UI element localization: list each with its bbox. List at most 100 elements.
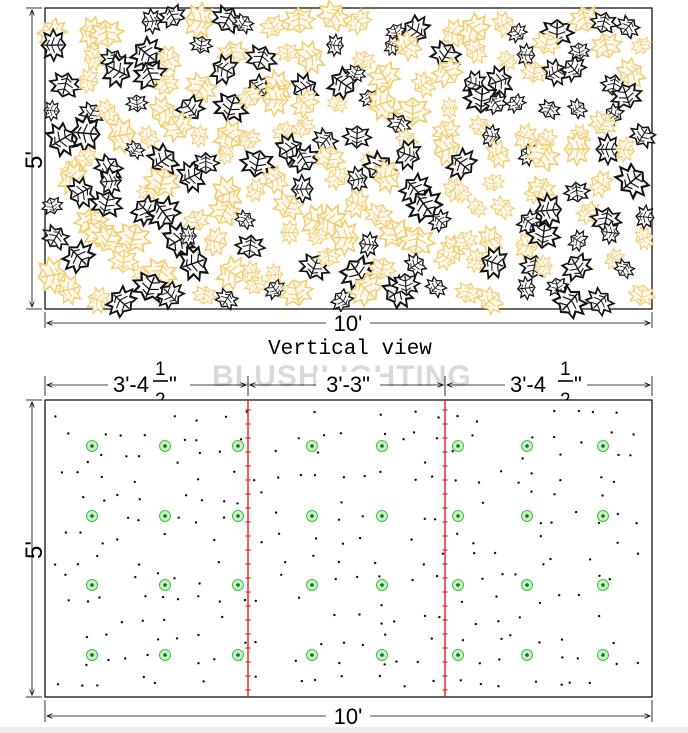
pattern-dot xyxy=(423,461,427,464)
leaf-shape-light xyxy=(366,257,398,281)
leaf-shape-light xyxy=(106,248,141,274)
leaf-shape-light xyxy=(429,55,465,90)
leaf-veins xyxy=(437,248,454,264)
pattern-dot xyxy=(550,521,553,524)
leaf-veins xyxy=(538,132,553,146)
pattern-dot xyxy=(416,660,419,664)
leaf-shape-dark xyxy=(43,99,61,123)
leaf-shape-dark xyxy=(483,91,509,116)
leaf-veins xyxy=(322,249,335,265)
pattern-dot xyxy=(294,659,297,662)
leaf-shape-dark xyxy=(244,43,279,73)
light-point-center xyxy=(163,583,167,587)
leaf-shape-dark xyxy=(44,121,79,159)
pattern-dot xyxy=(254,675,257,678)
pattern-dot xyxy=(358,613,361,616)
pattern-dot xyxy=(559,479,562,482)
leaf-veins xyxy=(433,215,448,229)
pattern-dot xyxy=(378,575,381,578)
leaf-veins xyxy=(73,123,98,143)
leaf-veins xyxy=(509,97,521,109)
pattern-dot xyxy=(277,532,281,535)
pattern-dot xyxy=(363,474,366,478)
pattern-dot xyxy=(435,437,439,440)
pattern-dot xyxy=(423,614,427,618)
light-point xyxy=(86,440,98,452)
light-point-center xyxy=(380,514,384,518)
pattern-dot xyxy=(297,437,300,440)
light-point xyxy=(232,510,244,522)
leaf-shape-light xyxy=(586,109,618,139)
leaf-veins xyxy=(161,286,178,303)
pattern-dot xyxy=(538,641,541,644)
leaf-veins xyxy=(490,97,504,111)
dim-label-bg xyxy=(326,312,370,332)
light-point xyxy=(159,510,171,522)
leaf-veins xyxy=(290,9,308,31)
leaf-veins xyxy=(222,264,243,284)
pattern-dot xyxy=(539,522,542,525)
pattern-dot xyxy=(437,416,440,419)
light-point xyxy=(232,440,244,452)
leaf-veins xyxy=(282,226,298,239)
light-point-center xyxy=(601,583,605,587)
leaf-veins xyxy=(405,20,425,38)
leaf-shape-light xyxy=(366,84,398,123)
leaf-veins xyxy=(319,213,342,233)
leaf-veins xyxy=(510,26,523,39)
leaf-veins xyxy=(71,185,91,202)
leaf-shape-light xyxy=(245,177,267,203)
leaf-veins xyxy=(243,89,258,105)
leaf-veins xyxy=(182,253,205,272)
leaf-veins xyxy=(198,154,213,172)
leaf-veins xyxy=(40,265,64,285)
leaf-shape-light xyxy=(236,127,262,151)
leaf-veins xyxy=(59,281,79,298)
pattern-dot xyxy=(85,635,89,639)
pattern-dot xyxy=(461,639,465,642)
pattern-dot xyxy=(120,621,124,624)
pattern-dot xyxy=(221,615,224,619)
pattern-dot xyxy=(218,450,221,453)
light-point xyxy=(521,649,533,661)
leaf-shape-dark xyxy=(290,173,314,206)
leaf-shape-dark xyxy=(124,94,150,113)
leaf-veins xyxy=(539,34,555,52)
pattern-dot xyxy=(254,599,257,603)
pattern-dot xyxy=(313,474,317,477)
leaf-veins xyxy=(214,62,234,79)
leaf-shape-light xyxy=(141,257,179,289)
pattern-dot xyxy=(337,518,341,521)
leaf-veins xyxy=(47,229,63,246)
leaf-shape-dark xyxy=(190,151,222,175)
leaf-veins xyxy=(219,128,240,147)
leaf-shape-dark xyxy=(329,287,356,314)
leaf-shape-dark xyxy=(70,112,101,155)
panel-3-width-inch-mark: " xyxy=(574,372,582,397)
pattern-dot xyxy=(577,593,581,597)
pattern-dot xyxy=(197,662,200,665)
leaf-shape-dark xyxy=(325,32,345,58)
pattern-dot xyxy=(629,454,632,457)
leaf-shape-dark xyxy=(233,234,267,259)
pattern-dot xyxy=(82,496,85,499)
leaf-veins xyxy=(464,21,485,41)
pattern-dot xyxy=(411,578,414,582)
leaf-shape-dark xyxy=(154,279,187,312)
pattern-dot xyxy=(509,634,512,637)
leaf-veins xyxy=(51,129,73,148)
pattern-dot xyxy=(217,561,220,564)
pattern-dot xyxy=(561,656,564,659)
leaf-veins xyxy=(187,11,211,31)
pattern-dot xyxy=(559,453,562,456)
pattern-dot xyxy=(358,536,362,540)
leaf-veins xyxy=(85,51,102,65)
leaf-veins xyxy=(45,105,59,117)
panel-1-width-inch-mark: " xyxy=(169,372,177,397)
leaf-veins xyxy=(468,253,484,267)
leaf-veins xyxy=(407,229,427,253)
light-point xyxy=(521,440,533,452)
pattern-dot xyxy=(195,419,198,422)
pattern-dot xyxy=(76,563,80,566)
pattern-dot xyxy=(313,678,317,682)
